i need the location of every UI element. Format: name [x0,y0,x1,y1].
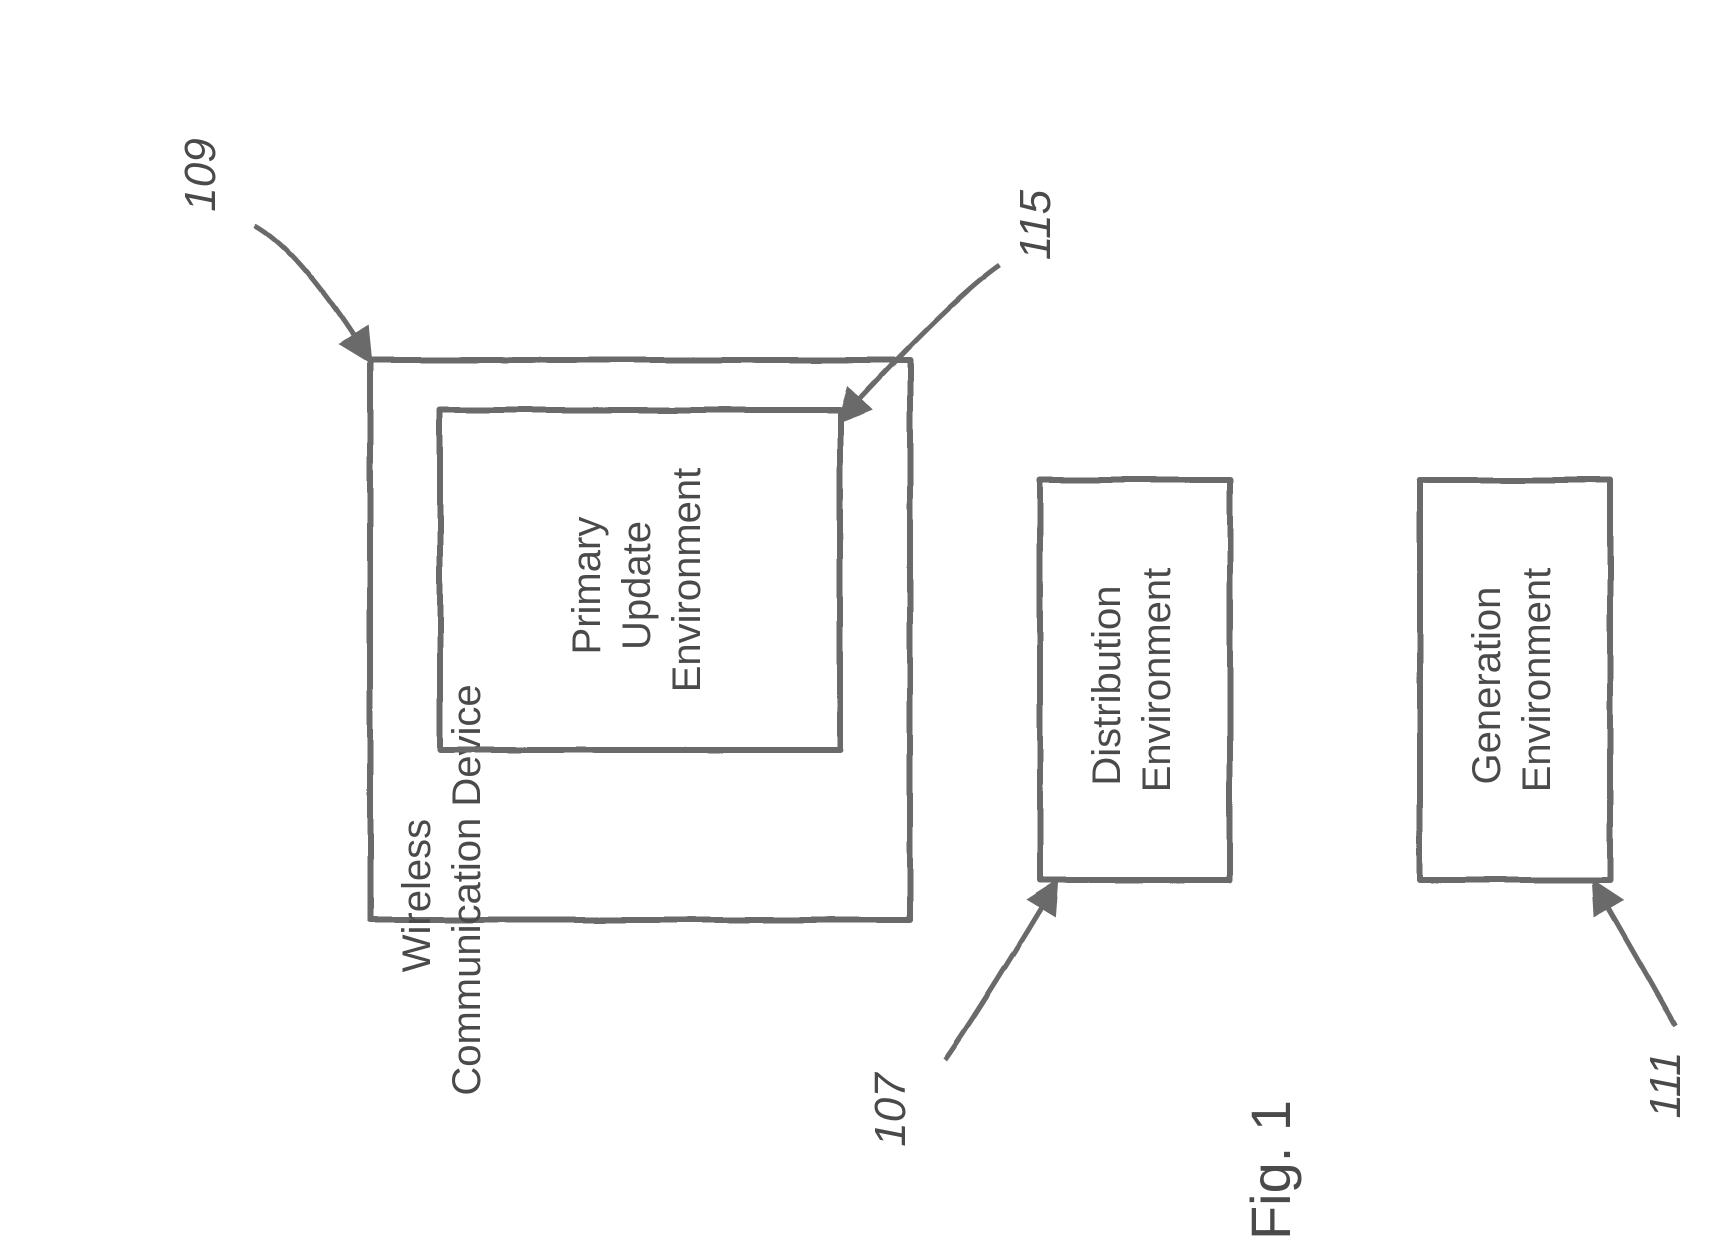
gen-line1: Generation [1465,587,1509,785]
leader-109 [255,225,368,358]
ref-111: 111 [1641,1052,1690,1119]
primary-line2: Update [615,521,659,650]
svg-text:Primary Update Env: Primary Update Environment [565,468,709,693]
primary-update-label: Primary Update Environment [565,468,709,693]
wireless-line2: Communication Device [445,684,489,1095]
ref-107: 107 [866,1072,915,1147]
ref-109: 109 [176,138,225,211]
primary-line3: Environment [665,468,709,693]
svg-text:Distribution Environment: Distribution Environment [1085,568,1179,793]
dist-line1: Distribution [1085,586,1129,786]
svg-text:Generation Environment: Generation Environment [1465,568,1559,793]
dist-line2: Environment [1135,568,1179,793]
distribution-label: Distribution Environment [1085,568,1179,793]
generation-label: Generation Environment [1465,568,1559,793]
leader-115 [842,265,1000,418]
gen-line2: Environment [1515,568,1559,793]
wireless-line1: Wireless [395,819,439,972]
figure-svg: Wireless Communication Device Primary Up… [0,0,1731,1242]
figure-caption: Fig. 1 [1239,1100,1302,1240]
leader-111 [1595,885,1675,1025]
primary-line1: Primary [565,517,609,655]
leader-107 [945,885,1055,1060]
ref-115: 115 [1011,189,1060,260]
